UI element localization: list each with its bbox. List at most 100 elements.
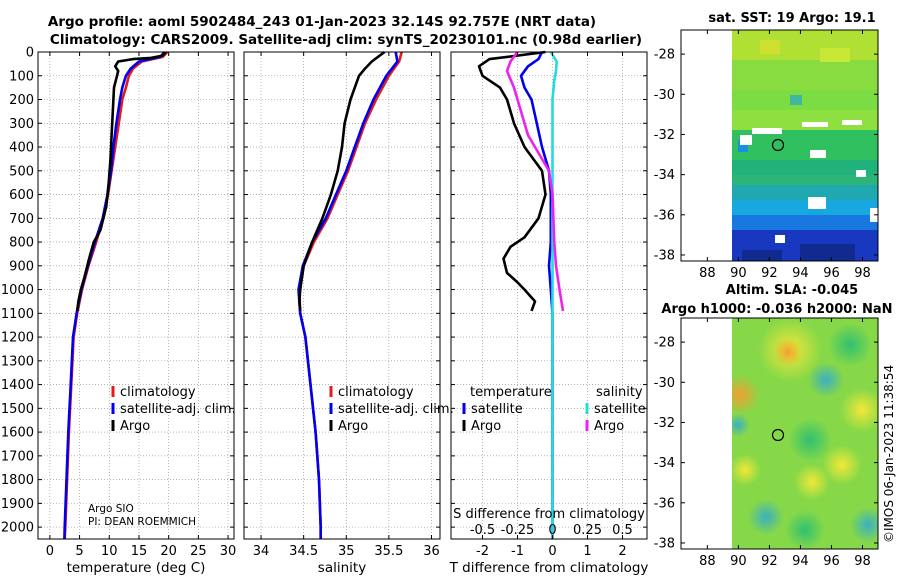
map-y-tick-label: -38 [654,248,675,263]
s-tick-label: -0.5 [470,523,495,538]
y-tick-label: 100 [9,69,34,84]
s-tick-label: 0 [548,523,556,538]
y-tick-label: 300 [9,117,34,132]
legend-label-satellite: satellite-adj. clim. [338,402,454,417]
legend-title-salinity: salinity [596,385,643,400]
difference-legend: temperature salinity satellite Argo sate… [462,385,646,434]
map-y-tick-label: -28 [654,336,675,351]
map-x-tick-label: 90 [730,554,747,569]
figure-title-line1: Argo profile: aoml 5902484_243 01-Jan-20… [48,14,596,30]
x-axis-label: temperature (deg C) [67,560,206,576]
salinity-profile-plot: 34 34.5 35 35.5 36 salinity [243,50,441,576]
sst-argo-location-marker [771,138,785,152]
series-argo-line [298,50,386,312]
x-tick-label: 1 [583,544,591,559]
map-y-tick-label: -32 [654,128,675,143]
x-tick-label: 5 [75,544,83,559]
sla-axis-ticks: 88 90 92 94 96 98 -28 -30 -32 -34 -36 -38 [654,318,878,569]
figure-title-line2: Climatology: CARS2009. Satellite-adj cli… [50,32,642,48]
map-x-tick-label: 96 [823,554,840,569]
y-tick-label: 1600 [1,426,34,441]
y-tick-label: 1100 [1,307,34,322]
map-y-tick-label: -28 [654,48,675,63]
y-tick-label: 1500 [1,402,34,417]
x-tick-label: 35 [338,544,355,559]
y-tick-label: 400 [9,141,34,156]
sst-map-title: sat. SST: 19 Argo: 19.1 [708,11,875,26]
map-x-tick-label: 92 [761,266,778,281]
x-tick-label: 0 [548,544,556,559]
plot-frame [450,51,648,540]
y-tick-label: 2000 [1,521,34,536]
y-tick-label: 1800 [1,473,34,488]
sla-no-data-region [681,318,732,549]
s-difference-axis-label: S difference from climatology [453,507,645,522]
series-argo-line [75,51,167,312]
legend-label-climatology: climatology [338,385,414,400]
y-tick-label: 600 [9,188,34,203]
y-tick-label: 1400 [1,378,34,393]
legend-label-climatology: climatology [120,385,196,400]
legend-title-temperature: temperature [470,385,552,400]
map-x-tick-label: 94 [792,266,809,281]
sla-map-subtitle: Argo h1000: -0.036 h2000: NaN [661,302,892,317]
series-climatology-line [298,51,403,539]
x-tick-label: -2 [476,544,489,559]
y-tick-label: 500 [9,164,34,179]
x-tick-label: 20 [160,544,177,559]
map-x-tick-label: 98 [854,554,871,569]
sst-axis-ticks: 88 90 92 94 96 98 -28 -30 -32 -34 -36 -38 [654,30,878,281]
map-y-tick-label: -34 [654,168,675,183]
x-tick-label: 15 [131,544,148,559]
x-tick-label: 34.5 [289,544,318,559]
map-y-tick-label: -32 [654,416,675,431]
credit-line2: PI: DEAN ROEMMICH [88,516,196,528]
salinity-legend: climatology satellite-adj. clim. Argo [329,385,454,434]
sla-map-frame [680,317,879,550]
x-tick-label: 36 [423,544,440,559]
y-tick-label: 1700 [1,449,34,464]
sst-map: sat. SST: 19 Argo: 19.1 [654,11,879,281]
x-tick-label: -1 [511,544,524,559]
legend-label-t-argo: Argo [471,419,501,434]
s-difference-tick-labels: -0.5 -0.25 0 0.25 0.5 [470,523,633,538]
legend-label-t-satellite: satellite [471,402,523,417]
y-tick-label: 900 [9,259,34,274]
map-x-tick-label: 90 [730,266,747,281]
s-tick-label: 0.25 [573,523,602,538]
map-y-tick-label: -38 [654,536,675,551]
credit-line1: Argo SIO [88,503,134,515]
map-x-tick-label: 96 [823,266,840,281]
y-tick-label: 1200 [1,331,34,346]
y-tick-label: 1000 [1,283,34,298]
series-satellite-adj-clim-line [297,51,399,539]
x-tick-label: 0 [46,544,54,559]
sla-map-title: Altim. SLA: -0.045 [726,283,858,298]
sla-map: Altim. SLA: -0.045 Argo h1000: -0.036 h2… [654,283,893,569]
y-tick-label: 1900 [1,497,34,512]
s-tick-label: 0.5 [612,523,633,538]
x-tick-label: 25 [190,544,207,559]
map-x-tick-label: 98 [854,266,871,281]
map-y-tick-label: -36 [654,208,675,223]
y-tick-label: 0 [26,46,34,61]
map-x-tick-label: 88 [699,554,716,569]
y-tick-label: 800 [9,236,34,251]
legend-label-s-satellite: satellite [594,402,646,417]
series-t-argo-line [477,50,547,312]
map-x-tick-label: 92 [761,554,778,569]
map-y-tick-label: -36 [654,496,675,511]
x-tick-label: 2 [618,544,626,559]
y-tick-label: 200 [9,93,34,108]
x-tick-label: 30 [220,544,237,559]
y-tick-label: 1300 [1,354,34,369]
x-tick-label: 35.5 [374,544,403,559]
map-x-tick-label: 94 [792,554,809,569]
map-x-tick-label: 88 [699,266,716,281]
x-tick-label: 10 [101,544,118,559]
sst-map-frame [680,29,879,262]
sla-argo-location-marker [771,428,785,442]
map-y-tick-label: -30 [654,88,675,103]
temperature-legend: climatology satellite-adj. clim. Argo [111,385,236,434]
